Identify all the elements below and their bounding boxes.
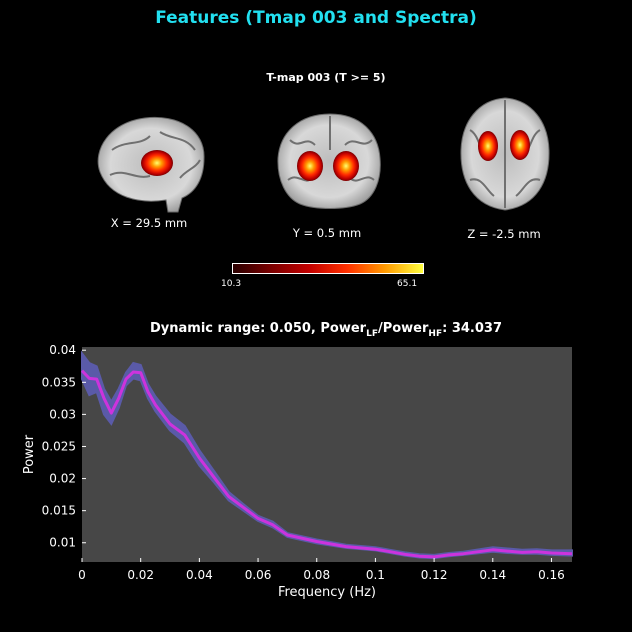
y-tick-label: 0.025: [42, 439, 76, 453]
y-tick-label: 0.015: [42, 504, 76, 518]
figure-title: Features (Tmap 003 and Spectra): [155, 8, 477, 28]
x-tick-label: 0: [78, 568, 86, 582]
activation-blob: [333, 151, 359, 181]
sagittal-slice: [97, 116, 205, 213]
y-axis-label: Power: [22, 434, 37, 474]
colorbar-max-label: 65.1: [397, 279, 418, 289]
y-axis: 0.01 0.015 0.02 0.025 0.03 0.035 0.04: [42, 343, 86, 550]
x-axis-label: Frequency (Hz): [278, 585, 376, 600]
activation-blob: [478, 131, 498, 161]
x-tick-label: 0.14: [479, 568, 506, 582]
slice-label-x: X = 29.5 mm: [110, 216, 188, 230]
coronal-slice: [277, 113, 381, 209]
x-tick-label: 0.08: [303, 568, 330, 582]
x-tick-label: 0.04: [186, 568, 213, 582]
y-tick-label: 0.035: [42, 375, 76, 389]
slice-label-z: Z = -2.5 mm: [467, 227, 541, 241]
y-tick-label: 0.01: [49, 536, 76, 550]
activation-blob: [297, 151, 323, 181]
tmap-title: T-map 003 (T >= 5): [266, 71, 386, 84]
plot-title: Dynamic range: 0.050, PowerLF/PowerHF: 3…: [149, 321, 502, 339]
x-tick-label: 0.06: [245, 568, 272, 582]
y-tick-label: 0.03: [49, 407, 76, 421]
x-tick-label: 0.16: [538, 568, 565, 582]
y-tick-label: 0.04: [49, 343, 76, 357]
x-tick-label: 0.02: [127, 568, 154, 582]
series-line: [80, 369, 573, 559]
axes-background: [82, 347, 572, 562]
y-tick-label: 0.02: [49, 472, 76, 486]
spectrum-chart: 0 0.02 0.04 0.06 0.08 0.1 0.12 0.14 0.16 0.010.0…: [22, 343, 573, 600]
colorbar: [232, 263, 424, 274]
axial-slice: [460, 97, 550, 211]
activation-blob: [510, 130, 530, 160]
brain-slices: [97, 97, 550, 213]
x-tick-label: 0.12: [421, 568, 448, 582]
slice-label-y: Y = 0.5 mm: [292, 226, 362, 240]
activation-blob: [141, 150, 173, 176]
x-axis: 0 0.02 0.04 0.06 0.08 0.1 0.12 0.14 0.16: [78, 558, 565, 582]
x-tick-label: 0.1: [366, 568, 385, 582]
colorbar-min-label: 10.3: [221, 279, 242, 289]
